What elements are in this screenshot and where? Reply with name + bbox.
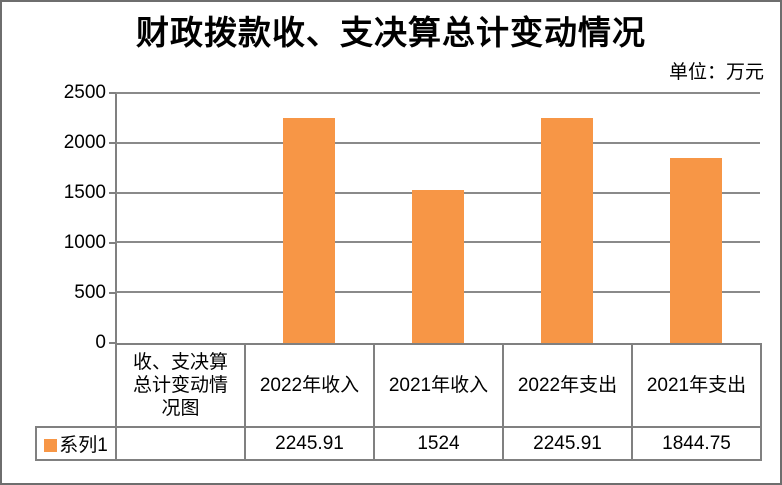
table-value-收、支决算总计变动情况图 xyxy=(115,426,246,461)
table-value-2022年收入: 2245.91 xyxy=(244,426,375,461)
y-axis-label-2500: 2500 xyxy=(63,82,106,103)
chart-title: 财政拨款收、支决算总计变动情况 xyxy=(136,16,646,52)
table-header-2021年支出: 2021年支出 xyxy=(631,343,762,428)
y-axis-label-1500: 1500 xyxy=(63,182,106,203)
y-axis-tick-2000 xyxy=(109,142,116,144)
unit-label: 单位：万元 xyxy=(668,62,764,83)
table-corner-empty-cell xyxy=(36,344,116,427)
y-axis-label-0: 0 xyxy=(95,332,106,353)
series-legend-label: 系列1 xyxy=(59,435,108,456)
y-axis-tick-500 xyxy=(109,292,116,294)
table-value-2021年支出: 1844.75 xyxy=(631,426,762,461)
bar-2021年收入 xyxy=(411,190,464,343)
table-value-2022年支出: 2245.91 xyxy=(502,426,633,461)
y-axis-label-500: 500 xyxy=(74,282,106,303)
y-axis-line xyxy=(115,92,117,343)
plot-area xyxy=(115,92,760,343)
bar-2022年收入 xyxy=(282,117,335,343)
y-axis-label-1000: 1000 xyxy=(63,232,106,253)
table-value-row: 系列1 2245.91 1524 2245.91 1844.75 xyxy=(35,426,762,461)
y-axis-tick-0 xyxy=(109,342,116,344)
y-axis-label-2000: 2000 xyxy=(63,132,106,153)
table-header-2022年支出: 2022年支出 xyxy=(502,343,633,428)
bar-2022年支出 xyxy=(540,117,593,343)
data-table: 收、支决算总计变动情况图 2022年收入 2021年收入 2022年支出 2021年支出… xyxy=(35,343,762,461)
y-axis-tick-2500 xyxy=(109,92,116,94)
legend-cell: 系列1 xyxy=(35,426,117,461)
table-header-category-axis: 收、支决算总计变动情况图 xyxy=(115,343,246,428)
table-header-row: 收、支决算总计变动情况图 2022年收入 2021年收入 2022年支出 2021年支出 xyxy=(36,343,762,428)
gridline-2500 xyxy=(115,92,760,94)
bar-2021年支出 xyxy=(669,157,722,343)
table-header-2021年收入: 2021年收入 xyxy=(373,343,504,428)
series-legend-marker-icon xyxy=(44,439,58,452)
y-axis-tick-1500 xyxy=(109,192,116,194)
gridline-2000 xyxy=(115,141,760,144)
table-header-2022年收入: 2022年收入 xyxy=(244,343,375,428)
table-value-2021年收入: 1524 xyxy=(373,426,504,461)
y-axis-tick-1000 xyxy=(109,242,116,244)
